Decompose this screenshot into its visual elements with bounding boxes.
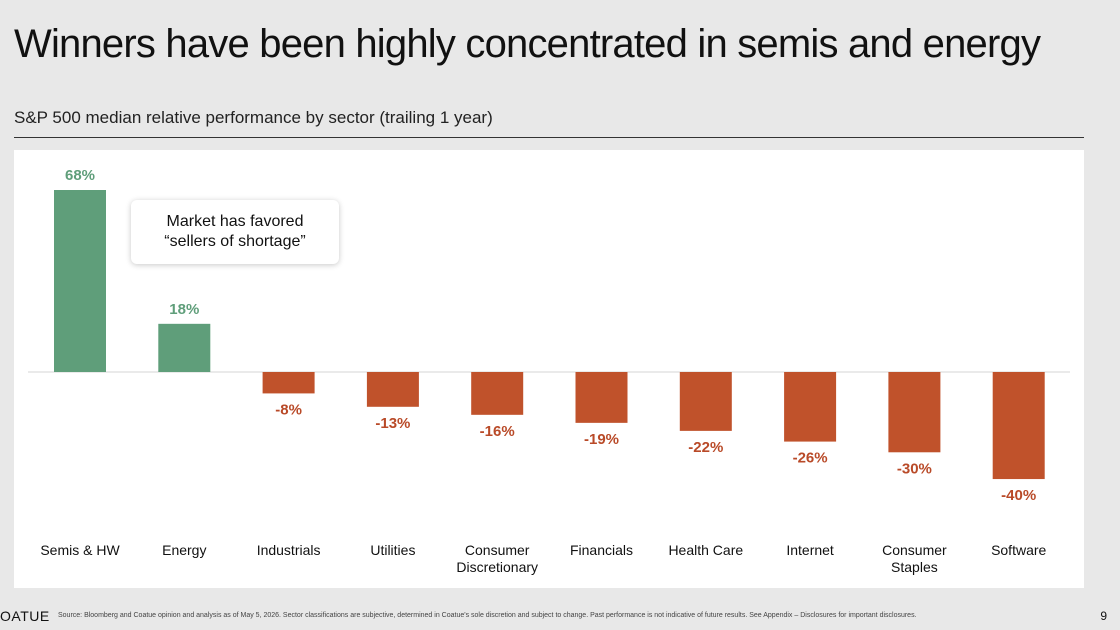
category-label-9: Consumer Staples <box>882 542 947 575</box>
data-label-6: -19% <box>584 431 619 448</box>
bar-7 <box>679 372 732 431</box>
category-label-5: Consumer Discretionary <box>456 542 538 575</box>
slide-title: Winners have been highly concentrated in… <box>14 22 1041 66</box>
bar-6 <box>575 372 628 423</box>
bar-1 <box>54 190 106 372</box>
callout-box: Market has favored “sellers of shortage” <box>131 200 339 264</box>
category-label-4: Utilities <box>370 542 415 558</box>
chart-subtitle: S&P 500 median relative performance by s… <box>14 108 493 127</box>
category-label-8: Internet <box>786 542 834 558</box>
data-label-3: -8% <box>275 401 302 418</box>
bar-4 <box>366 372 419 407</box>
data-label-7: -22% <box>688 439 723 456</box>
data-label-4: -13% <box>375 415 410 432</box>
callout-text: Market has favored “sellers of shortage” <box>164 213 306 250</box>
category-label-7: Health Care <box>668 542 743 558</box>
category-label-6: Financials <box>570 542 633 558</box>
data-label-8: -26% <box>793 450 828 467</box>
category-label-3: Industrials <box>257 542 321 558</box>
bar-2 <box>158 323 211 372</box>
bar-9 <box>888 372 941 453</box>
data-label-10: -40% <box>1001 487 1036 504</box>
source-footnote: Source: Bloomberg and Coatue opinion and… <box>58 612 917 619</box>
data-label-1: 68% <box>65 167 95 184</box>
chart-panel: 68% Semis & HW 18% Energy -8% Industrials -13%… <box>14 150 1084 588</box>
data-label-5: -16% <box>480 423 515 440</box>
bar-8 <box>784 372 837 442</box>
data-label-2: 18% <box>169 301 199 318</box>
category-label-10: Software <box>991 542 1046 558</box>
title-divider <box>14 137 1084 138</box>
category-label-1: Semis & HW <box>40 542 120 558</box>
company-logo: OATUE <box>0 608 50 624</box>
bar-10 <box>992 372 1045 480</box>
bar-5 <box>471 372 524 415</box>
bar-chart: 68% Semis & HW 18% Energy -8% Industrials -13%… <box>28 167 1070 575</box>
data-label-9: -30% <box>897 460 932 477</box>
bar-3 <box>262 372 315 394</box>
category-label-2: Energy <box>162 542 206 558</box>
page-number: 9 <box>1100 609 1107 623</box>
